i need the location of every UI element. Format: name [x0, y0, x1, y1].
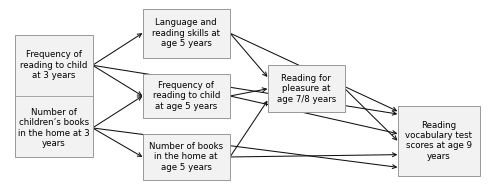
- FancyBboxPatch shape: [15, 35, 92, 157]
- FancyBboxPatch shape: [142, 74, 230, 118]
- Text: Language and
reading skills at
age 5 years: Language and reading skills at age 5 yea…: [152, 18, 220, 48]
- FancyBboxPatch shape: [398, 106, 480, 176]
- Text: Frequency of
reading to child
at 3 years: Frequency of reading to child at 3 years: [20, 50, 87, 80]
- Text: Reading
vocabulary test
scores at age 9
years: Reading vocabulary test scores at age 9 …: [406, 121, 472, 161]
- Text: Number of books
in the home at
age 5 years: Number of books in the home at age 5 yea…: [149, 142, 224, 172]
- Text: Reading for
pleasure at
age 7/8 years: Reading for pleasure at age 7/8 years: [276, 74, 336, 104]
- FancyBboxPatch shape: [142, 134, 230, 180]
- Text: Number of
children’s books
in the home at 3
years: Number of children’s books in the home a…: [18, 108, 90, 148]
- FancyBboxPatch shape: [142, 9, 230, 58]
- FancyBboxPatch shape: [268, 65, 345, 112]
- Text: Frequency of
reading to child
at age 5 years: Frequency of reading to child at age 5 y…: [152, 81, 220, 111]
